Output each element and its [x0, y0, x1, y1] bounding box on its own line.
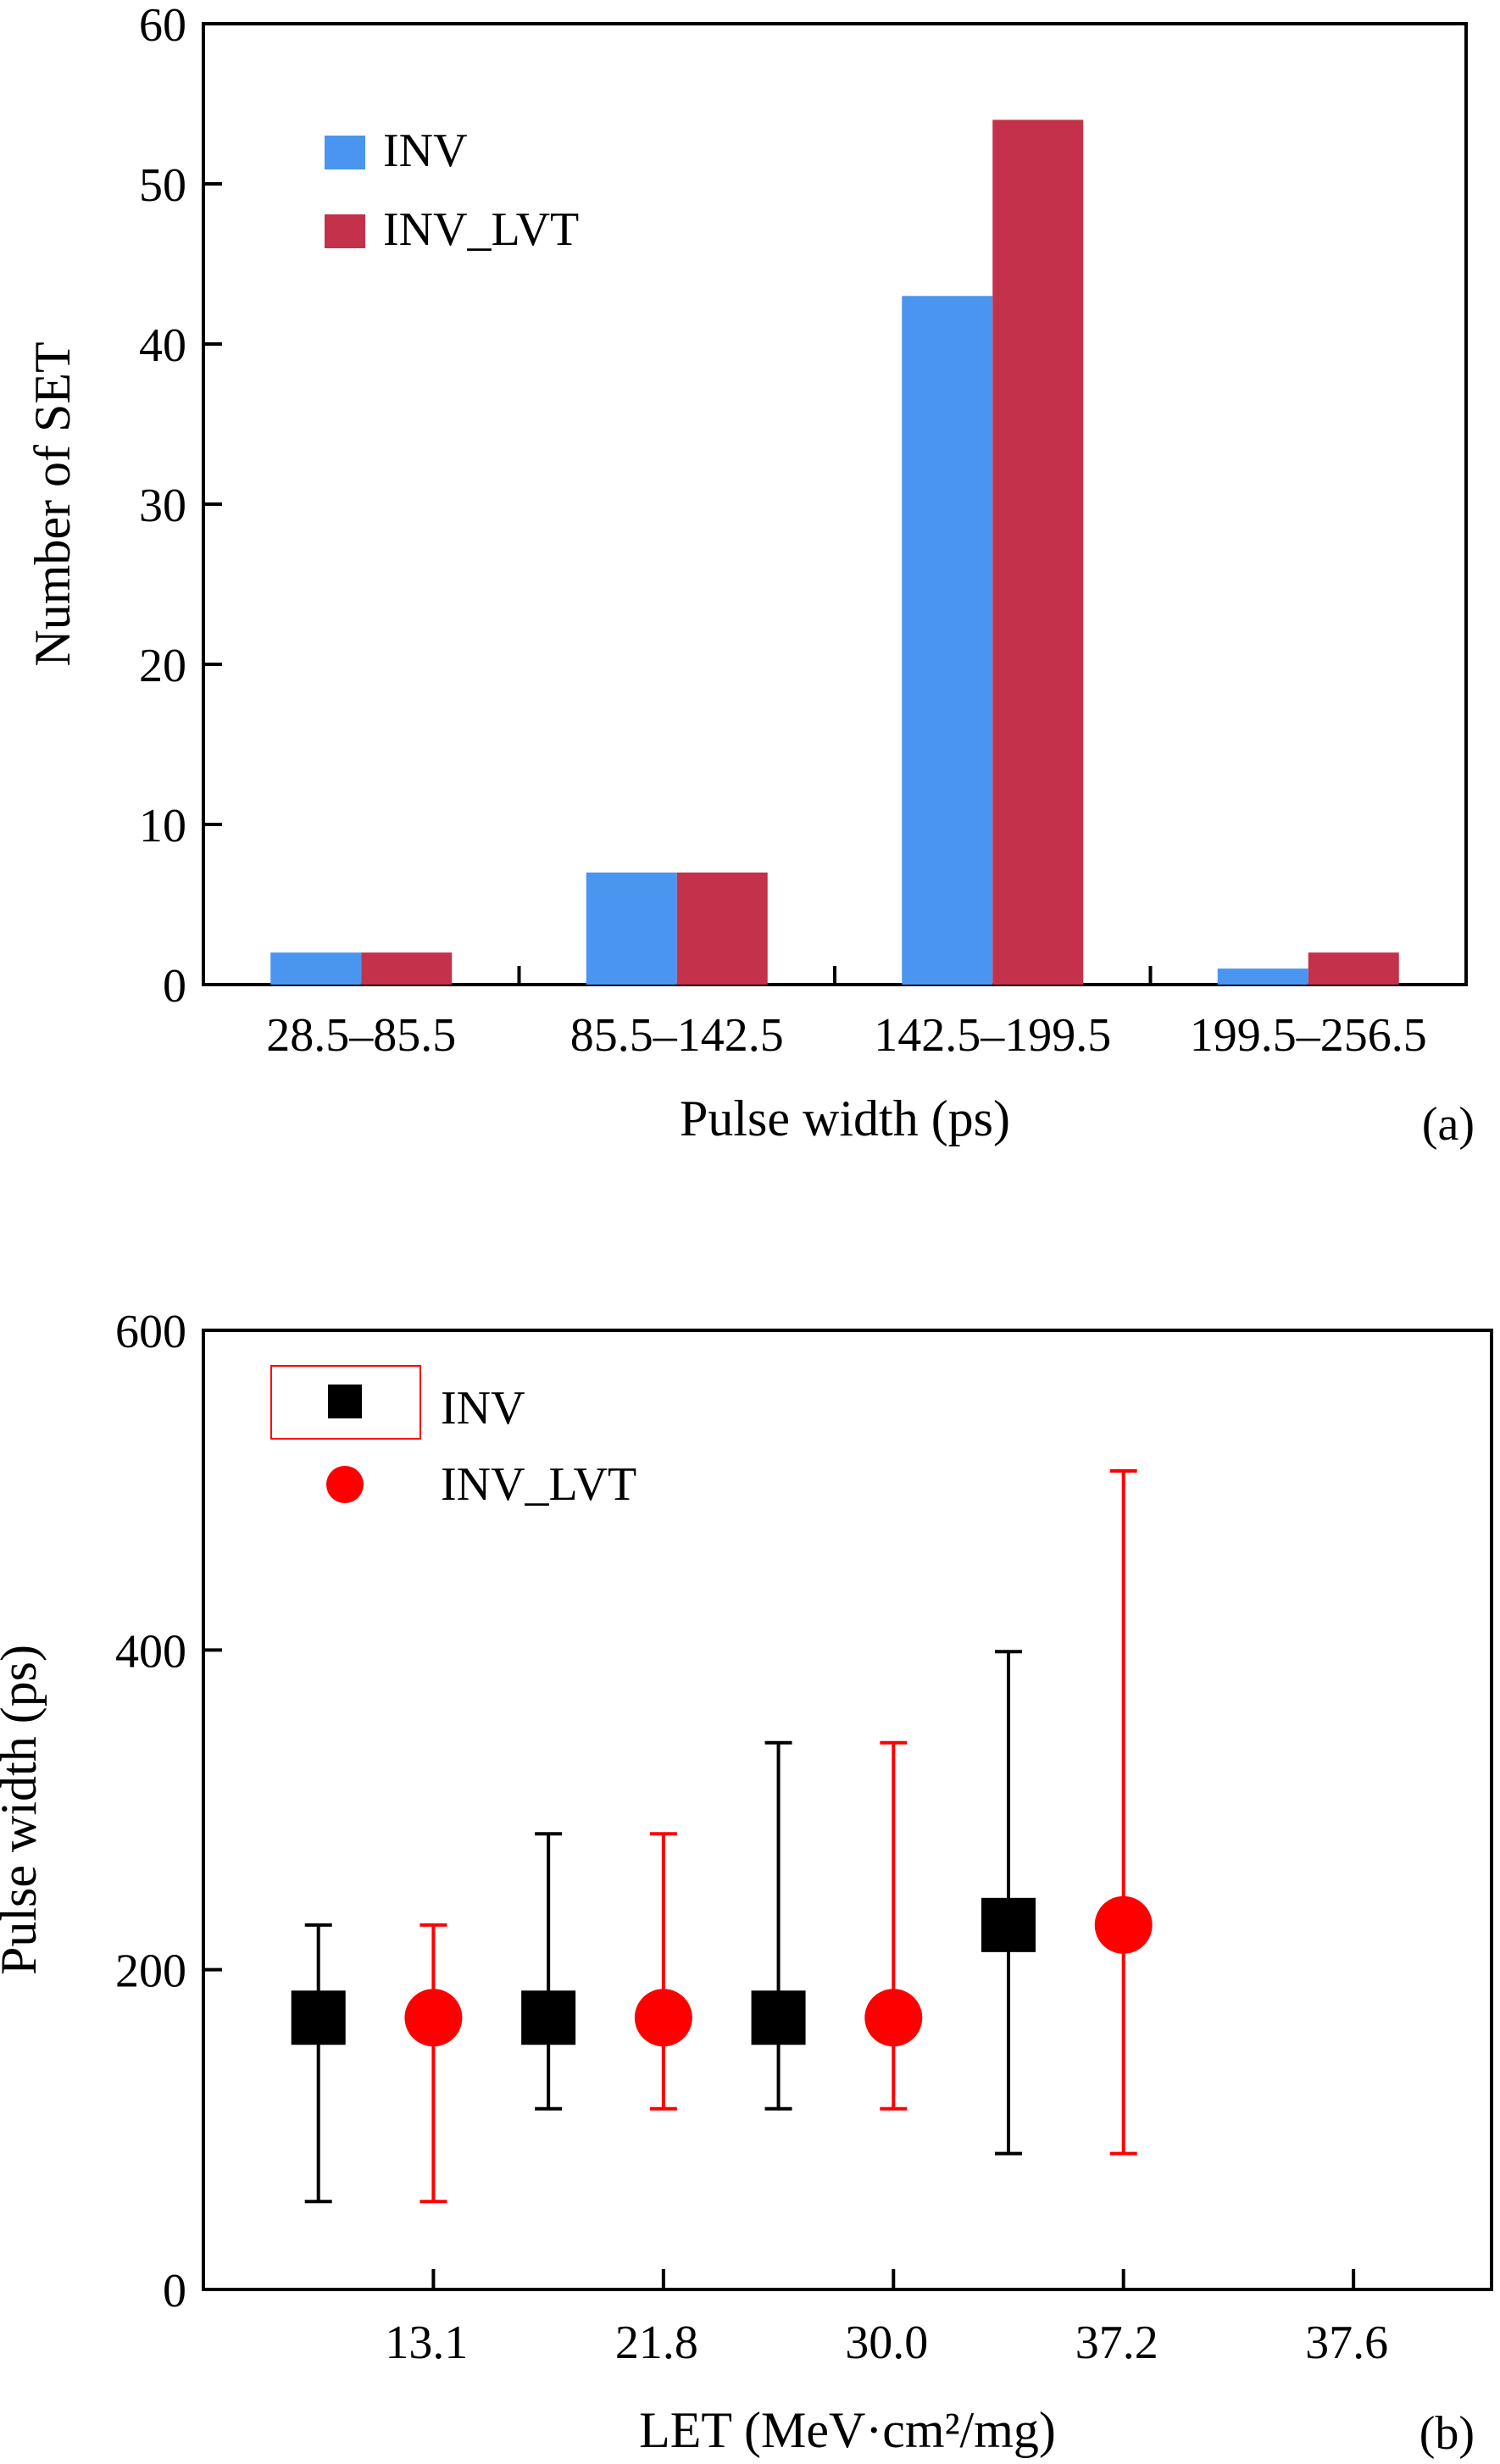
legend-label-inv-lvt: INV_LVT	[383, 203, 579, 256]
y-axis-title-b: Pulse width (ps)	[0, 1645, 47, 1975]
y-axis-b: 0 200 400 600	[115, 1306, 222, 2317]
bar-inv-lvt	[1308, 952, 1399, 985]
y-tick-label-a: 10	[139, 800, 186, 852]
panel-label-a: (a)	[1422, 1098, 1475, 1151]
bar-inv-lvt	[992, 119, 1084, 985]
bars-a	[270, 119, 1399, 985]
panel-label-b: (b)	[1419, 2407, 1475, 2460]
x-tick-label-a: 28.5–85.5	[266, 1009, 456, 1062]
marker-inv	[751, 1990, 806, 2045]
x-tick-label-b: 13.1	[385, 2317, 468, 2369]
x-tick-label-b: 37.6	[1305, 2317, 1388, 2369]
y-tick-label-a: 30	[139, 480, 186, 532]
legend-swatch-inv	[325, 136, 365, 169]
bar-inv	[902, 296, 993, 985]
x-tick-label-a: 85.5–142.5	[570, 1009, 784, 1062]
x-axis-a: 28.5–85.5 85.5–142.5 142.5–199.5 199.5–256.…	[266, 966, 1427, 1062]
x-axis-b: 13.1 21.8 30.0 37.2 37.6	[385, 2269, 1388, 2369]
plot-frame-b	[202, 1329, 1493, 2291]
x-tick-label-a: 199.5–256.5	[1190, 1009, 1427, 1062]
legend-marker-inv	[328, 1385, 362, 1418]
y-tick-label-b: 200	[115, 1945, 186, 1998]
x-axis-title-b: LET (MeV·cm²/mg)	[639, 2402, 1056, 2458]
panel-a-bar-chart: 0 10 20 30 40 50 60 28.5–85.5 85.5–142.5 142.5–1…	[25, 0, 1475, 1151]
y-tick-label-a: 0	[163, 960, 186, 1013]
legend-label-inv: INV	[383, 125, 468, 177]
bar-inv-lvt	[676, 872, 768, 985]
bar-inv	[1217, 968, 1308, 985]
y-axis-a: 0 10 20 30 40 50 60	[139, 0, 222, 1013]
marker-inv-lvt	[1094, 1895, 1153, 1954]
y-tick-label-b: 0	[163, 2265, 186, 2317]
legend-marker-inv-lvt	[326, 1466, 364, 1503]
y-tick-label-a: 50	[139, 159, 186, 212]
points-b	[291, 1469, 1153, 2204]
x-tick-label-a: 142.5–199.5	[874, 1009, 1111, 1062]
y-tick-label-a: 20	[139, 640, 186, 692]
x-tick-label-b: 30.0	[845, 2317, 928, 2369]
panel-b-scatter-chart: 0 200 400 600 13.1 21.8 30.0 37.2 37.6 INV INV_…	[0, 1306, 1493, 2460]
y-tick-label-a: 60	[139, 0, 186, 52]
legend-box-inv	[270, 1365, 421, 1440]
bar-inv	[586, 872, 677, 985]
marker-inv	[291, 1990, 346, 2045]
y-tick-label-b: 400	[115, 1625, 186, 1678]
legend-swatch-inv-lvt	[325, 214, 365, 248]
legend-b: INV INV_LVT	[270, 1365, 636, 1511]
marker-inv-lvt	[634, 1989, 692, 2047]
y-tick-label-a: 40	[139, 319, 186, 372]
bar-inv-lvt	[361, 952, 453, 985]
marker-inv	[521, 1990, 576, 2045]
x-tick-label-b: 37.2	[1075, 2317, 1158, 2369]
x-tick-label-b: 21.8	[615, 2317, 698, 2369]
marker-inv	[981, 1897, 1036, 1952]
y-tick-label-b: 600	[115, 1306, 186, 1358]
legend-label-inv-lvt-b: INV_LVT	[441, 1458, 636, 1511]
y-axis-title-a: Number of SET	[25, 341, 81, 666]
marker-inv-lvt	[864, 1989, 923, 2047]
legend-a: INV INV_LVT	[325, 125, 579, 256]
legend-label-inv-b: INV	[441, 1382, 525, 1435]
x-axis-title-a: Pulse width (ps)	[680, 1090, 1010, 1146]
bar-inv	[270, 952, 362, 985]
marker-inv-lvt	[404, 1989, 463, 2047]
